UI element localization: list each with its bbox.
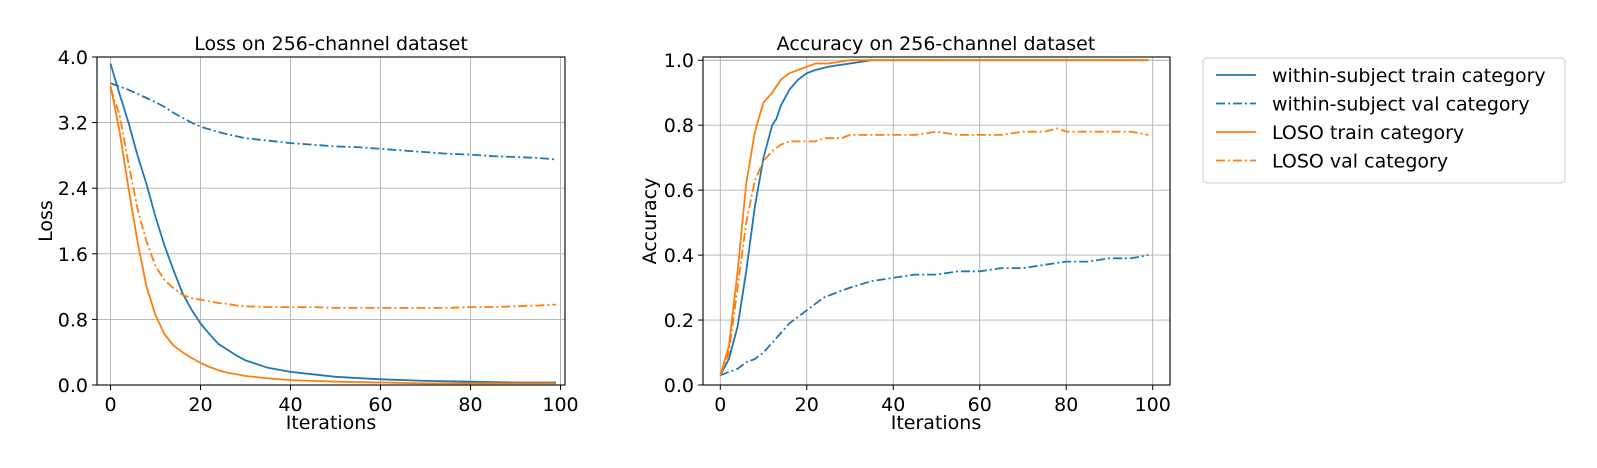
axes-frame — [702, 56, 1171, 386]
y-tick-label: 0.8 — [664, 115, 694, 137]
x-tick-label: 20 — [188, 394, 212, 416]
x-tick-label: 100 — [542, 394, 578, 416]
chart-title: Loss on 256-channel dataset — [194, 33, 468, 55]
y-tick-label: 0.2 — [664, 310, 694, 332]
legend-label: LOSO train category — [1272, 122, 1464, 144]
plot-area — [719, 59, 1149, 377]
legend-label: within-subject train category — [1272, 65, 1546, 87]
chart-title: Accuracy on 256-channel dataset — [777, 33, 1096, 55]
y-axis-label: Accuracy — [639, 178, 661, 265]
legend-label: within-subject val category — [1272, 94, 1530, 116]
plot-area — [109, 63, 557, 385]
y-tick-label: 2.4 — [58, 178, 88, 200]
series-line — [109, 85, 556, 385]
series-line — [109, 87, 557, 309]
x-tick-label: 20 — [795, 394, 819, 416]
x-tick-label: 0 — [104, 394, 116, 416]
x-tick-label: 0 — [714, 394, 726, 416]
loss-chart: Loss on 256-channel dataset 0 20 40 60 80 100… — [35, 33, 579, 434]
y-tick-label: 1.0 — [664, 50, 694, 72]
series-line — [110, 82, 557, 161]
y-tick-label: 0.0 — [664, 375, 694, 397]
y-tick-label: 0.8 — [58, 309, 88, 331]
series-line — [719, 59, 1149, 376]
x-tick-label: 80 — [458, 394, 482, 416]
y-axis-label: Loss — [35, 200, 57, 242]
x-tick-label: 60 — [968, 394, 992, 416]
accuracy-chart: Accuracy on 256-channel dataset 0 20 40 60 8… — [639, 33, 1171, 434]
y-tick-label: 3.2 — [58, 113, 88, 135]
ticks: 0 20 40 60 80 100 0.0 0.2 0.4 0.6 0.8 1.0 — [664, 50, 1171, 416]
x-tick-label: 100 — [1135, 394, 1171, 416]
y-tick-label: 4.0 — [58, 47, 88, 69]
x-axis-label: Iterations — [891, 412, 982, 434]
series-line — [109, 63, 556, 384]
legend-label: LOSO val category — [1272, 151, 1448, 173]
y-tick-label: 1.6 — [58, 244, 88, 266]
legend-box — [1202, 57, 1566, 184]
grid — [703, 57, 1170, 386]
ticks: 0 20 40 60 80 100 0.0 0.8 1.6 2.4 3.2 4.0 — [58, 47, 579, 416]
legend: within-subject train category within-subj… — [1202, 57, 1566, 184]
series-line — [719, 127, 1149, 376]
y-tick-label: 0.6 — [664, 180, 694, 202]
x-tick-label: 60 — [368, 394, 392, 416]
x-axis-label: Iterations — [286, 412, 377, 434]
x-tick-label: 40 — [278, 394, 302, 416]
axes-frame — [96, 56, 566, 386]
y-tick-label: 0.4 — [664, 245, 694, 267]
series-line — [719, 254, 1149, 377]
x-tick-label: 40 — [881, 394, 905, 416]
y-tick-label: 0.0 — [58, 375, 88, 397]
grid — [97, 56, 565, 386]
x-tick-label: 80 — [1054, 394, 1078, 416]
